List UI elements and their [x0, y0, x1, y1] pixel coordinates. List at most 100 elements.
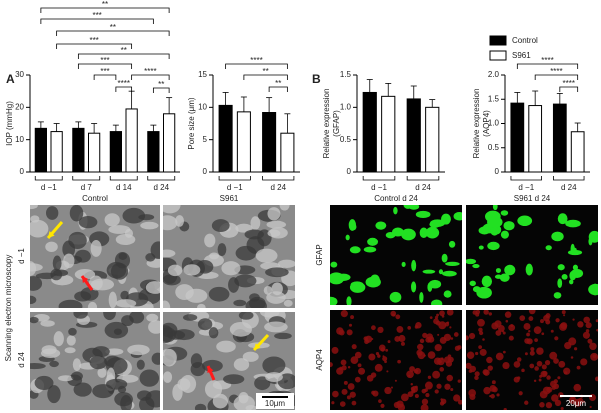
pore — [175, 284, 194, 300]
stain — [529, 350, 535, 356]
y-tick-label: 1.5 — [488, 94, 500, 103]
stain — [434, 389, 439, 394]
significance-bracket — [243, 74, 288, 80]
pore — [30, 219, 49, 238]
significance-bracket — [559, 86, 579, 92]
stain — [496, 393, 500, 397]
stain — [436, 383, 442, 389]
column-label: Control — [82, 194, 108, 203]
pore — [73, 312, 88, 319]
pore — [221, 261, 241, 276]
stain — [414, 385, 418, 389]
stain — [450, 387, 454, 392]
stain — [576, 365, 581, 370]
panel-label: A — [6, 72, 15, 86]
bar — [280, 132, 295, 173]
stain — [521, 368, 525, 373]
pore — [234, 274, 257, 288]
significance-label: ** — [102, 0, 108, 9]
x-tick-label: d 14 — [116, 183, 132, 192]
significance-bracket — [516, 63, 579, 69]
stain — [533, 379, 537, 383]
stain — [424, 381, 433, 390]
stain — [557, 264, 565, 271]
significance-bracket — [268, 86, 288, 92]
stain — [345, 234, 350, 241]
stain — [442, 270, 457, 277]
stain — [368, 353, 376, 361]
pore — [52, 255, 62, 271]
stain — [350, 356, 359, 365]
pore — [63, 253, 75, 269]
stain — [389, 291, 402, 303]
bar — [570, 131, 585, 173]
significance-bracket — [56, 30, 170, 36]
stain — [387, 340, 391, 344]
pore — [73, 382, 92, 397]
x-tick-label: d 24 — [415, 183, 431, 192]
stain — [495, 268, 501, 274]
pore — [40, 320, 55, 327]
stain — [446, 374, 454, 382]
stain — [541, 364, 547, 370]
significance-bracket — [40, 7, 170, 13]
y-tick-label: 0 — [347, 167, 352, 176]
stain — [447, 354, 452, 358]
significance-bracket — [77, 53, 170, 59]
stain — [551, 231, 564, 242]
stain — [466, 351, 475, 359]
y-tick-label: 0.5 — [340, 135, 352, 144]
pore — [250, 216, 261, 230]
pore — [274, 332, 292, 340]
stain — [500, 230, 509, 239]
x-tick-label: d 24 — [153, 183, 169, 192]
category-bracket — [553, 176, 585, 181]
pore — [74, 269, 96, 280]
stain — [330, 296, 338, 305]
y-tick-label: 5 — [203, 135, 208, 144]
pore — [115, 233, 136, 246]
stain — [395, 314, 401, 320]
stain — [431, 299, 443, 305]
x-tick-label: d −1 — [227, 183, 243, 192]
stain — [589, 405, 592, 409]
stain — [444, 322, 450, 327]
stain — [491, 322, 499, 330]
stain — [392, 313, 396, 317]
pore — [30, 362, 46, 370]
stain — [419, 227, 428, 238]
stain — [482, 338, 485, 341]
stain — [572, 264, 579, 271]
stain — [570, 356, 574, 359]
stain — [441, 213, 451, 225]
stain — [372, 390, 379, 397]
arrow-head — [82, 276, 89, 283]
stain — [385, 348, 389, 352]
stain — [468, 332, 476, 340]
category-bracket — [510, 176, 542, 181]
stain — [348, 323, 353, 327]
stain — [444, 383, 451, 390]
stain — [448, 240, 456, 248]
pore — [172, 384, 183, 401]
stain — [573, 383, 582, 392]
stain — [504, 311, 512, 318]
micrograph — [466, 205, 598, 305]
stain — [589, 342, 597, 351]
stain — [568, 337, 577, 346]
pore — [163, 300, 171, 308]
pore — [108, 225, 131, 234]
stain — [583, 316, 591, 324]
pore — [30, 295, 37, 305]
stain — [513, 361, 521, 368]
bar — [552, 103, 567, 173]
pore — [197, 318, 213, 331]
stain — [481, 275, 493, 288]
stain — [519, 315, 526, 321]
significance-label: ** — [158, 80, 164, 89]
significance-bracket — [152, 87, 170, 93]
stain — [348, 219, 356, 231]
bar — [88, 132, 101, 173]
stain — [411, 389, 416, 394]
pore — [238, 312, 254, 320]
